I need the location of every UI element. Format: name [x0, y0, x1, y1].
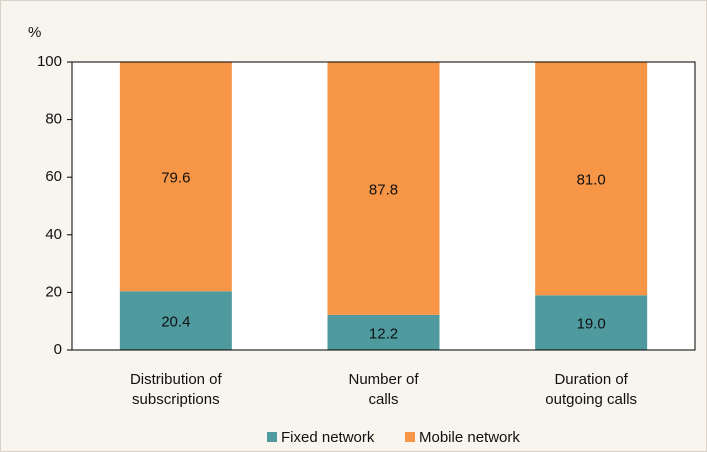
- x-tick-label: Distribution of subscriptions: [130, 371, 223, 408]
- y-tick-label: 80: [45, 111, 62, 128]
- x-tick-label: Number of calls: [348, 371, 419, 408]
- value-label: 12.2: [369, 325, 398, 342]
- bar-segment: [535, 295, 648, 350]
- value-label: 81.0: [577, 172, 606, 189]
- value-label: 20.4: [161, 314, 190, 331]
- bar-segment: [327, 314, 440, 350]
- y-tick-label: 60: [45, 168, 62, 185]
- value-label: 79.6: [161, 170, 190, 187]
- bar-segment: [119, 291, 232, 350]
- bar-segment: [535, 62, 648, 296]
- legend-label: Mobile network: [419, 429, 520, 446]
- legend-label: Fixed network: [281, 429, 375, 446]
- y-tick-label: 100: [37, 53, 62, 70]
- bar-segment: [327, 62, 440, 315]
- plot-border: [71, 61, 696, 351]
- value-label: 19.0: [577, 316, 606, 333]
- y-tick-label: 40: [45, 226, 62, 243]
- y-axis-label: %: [28, 24, 41, 41]
- bar-segment: [119, 62, 232, 292]
- legend-swatch: [267, 432, 277, 442]
- y-tick-label: 0: [54, 341, 62, 358]
- value-label: 87.8: [369, 181, 398, 198]
- y-tick-label: 20: [45, 283, 62, 300]
- x-tick-label: Duration of outgoing calls: [545, 371, 637, 408]
- legend-swatch: [405, 432, 415, 442]
